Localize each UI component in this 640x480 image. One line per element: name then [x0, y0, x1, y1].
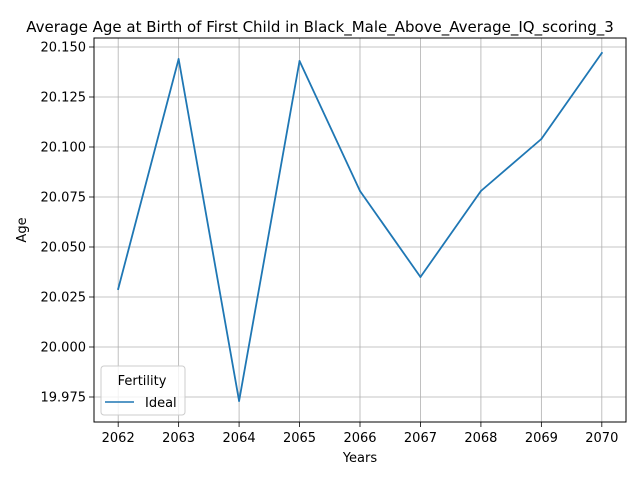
y-tick-label: 20.100	[41, 141, 87, 156]
x-tick-label: 2068	[464, 431, 497, 446]
legend: Fertility Ideal	[100, 365, 186, 416]
x-tick-label: 2065	[283, 431, 316, 446]
x-tick-label: 2064	[223, 431, 256, 446]
data-point	[117, 288, 120, 290]
grid-lines	[94, 38, 626, 422]
plot-frame	[93, 37, 627, 423]
y-tick-label: 20.150	[41, 41, 87, 56]
data-point	[359, 190, 361, 192]
chart-title: Average Age at Birth of First Child in B…	[26, 18, 614, 37]
data-point	[238, 400, 240, 402]
x-tick-label: 2069	[525, 431, 558, 446]
x-tick-label: 2062	[102, 431, 135, 446]
data-point	[298, 60, 301, 62]
x-tick-label: 2063	[162, 431, 195, 446]
y-axis-title: Age	[15, 217, 30, 242]
y-tick-label: 20.075	[41, 191, 87, 206]
y-tick-label: 20.125	[41, 91, 87, 106]
x-tick-label: 2066	[343, 431, 376, 446]
y-tick-label: 20.000	[41, 341, 87, 356]
data-point	[600, 52, 603, 54]
x-axis-title: Years	[342, 451, 378, 466]
series-lines	[117, 51, 604, 402]
legend-label-ideal: Ideal	[145, 396, 177, 411]
data-point	[540, 138, 543, 140]
data-point	[177, 58, 180, 60]
data-point	[419, 276, 422, 278]
legend-title: Fertility	[118, 374, 167, 389]
y-tick-label: 20.025	[41, 291, 87, 306]
y-tick-label: 20.050	[41, 241, 87, 256]
x-tick-label: 2067	[404, 431, 437, 446]
x-tick-label: 2070	[585, 431, 618, 446]
y-tick-label: 19.975	[41, 391, 87, 406]
data-point	[480, 190, 482, 192]
axis-ticks: 2062 2063 2064 2065 2066 2067 2068 2069 2070 19.9…	[41, 41, 619, 447]
